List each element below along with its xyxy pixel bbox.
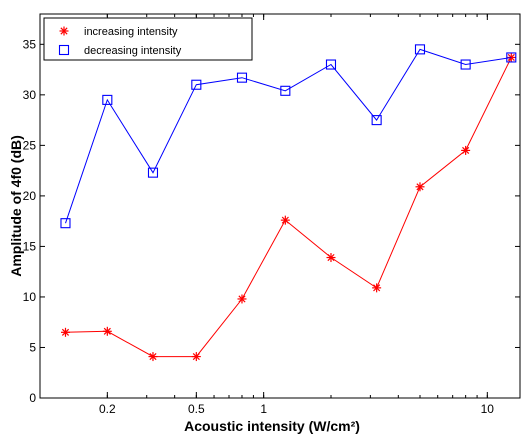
data-point [414,44,426,55]
data-point [461,145,471,155]
data-point [237,294,247,304]
series-layer [60,44,517,362]
y-tick-label: 0 [29,391,36,405]
data-point [191,352,201,362]
legend: increasing intensity decreasing intensit… [43,17,253,61]
data-point [147,167,159,178]
data-point [236,72,248,83]
asterisk-stroke [373,284,381,292]
data-point [371,115,382,126]
legend-box [43,17,253,61]
legend-square-icon [58,44,70,56]
x-tick-label: 0.2 [99,402,116,416]
asterisk-stroke [192,352,200,361]
asterisk-stroke [103,327,111,335]
y-tick-label: 20 [23,189,37,203]
asterisk-stroke [416,183,424,191]
axis-ticks: 0 5 10 15 20 25 30 35 0.2 0.5 1 10 [23,14,520,416]
asterisk-stroke [462,146,470,154]
asterisk-stroke [149,352,157,361]
y-axis-title: Amplitude of 4f0 (dB) [8,135,24,277]
data-point [506,52,516,62]
data-point [102,326,112,336]
y-tick-label: 30 [23,88,37,102]
y-tick-label: 25 [23,138,37,152]
asterisk-stroke [507,53,515,62]
legend-asterisk-icon [59,26,69,36]
y-tick-label: 5 [29,340,36,354]
legend-marker-decreasing [58,44,70,56]
data-point [60,327,70,337]
data-point [280,215,290,225]
asterisk-stroke [61,328,70,336]
data-point [372,283,382,293]
data-point [191,79,202,90]
x-axis-title: Acoustic intensity (W/cm²) [184,418,360,434]
series-line [65,48,512,224]
x-tick-label: 1 [260,402,267,416]
legend-marker-increasing [59,26,69,36]
data-point [280,85,291,96]
plot-area [39,13,521,399]
asterisk-stroke [238,295,246,303]
data-point [415,182,425,192]
y-tick-label: 35 [23,37,37,51]
y-tick-label: 10 [23,290,37,304]
asterisk-stroke [327,253,335,262]
series-decreasing [60,44,517,229]
asterisk-stroke [281,216,289,224]
data-point [325,59,337,70]
data-point [148,352,158,362]
asterisk-stroke [60,27,68,35]
y-tick-label: 15 [23,239,37,253]
data-point [102,94,113,105]
legend-label-increasing: increasing intensity [84,26,178,38]
data-point [506,52,517,63]
x-tick-label: 0.5 [188,402,205,416]
data-point [460,59,471,70]
series-increasing [60,52,516,362]
legend-label-decreasing: decreasing intensity [84,45,182,57]
x-tick-label: 10 [481,402,495,416]
data-point [60,218,71,229]
data-point [326,253,336,263]
